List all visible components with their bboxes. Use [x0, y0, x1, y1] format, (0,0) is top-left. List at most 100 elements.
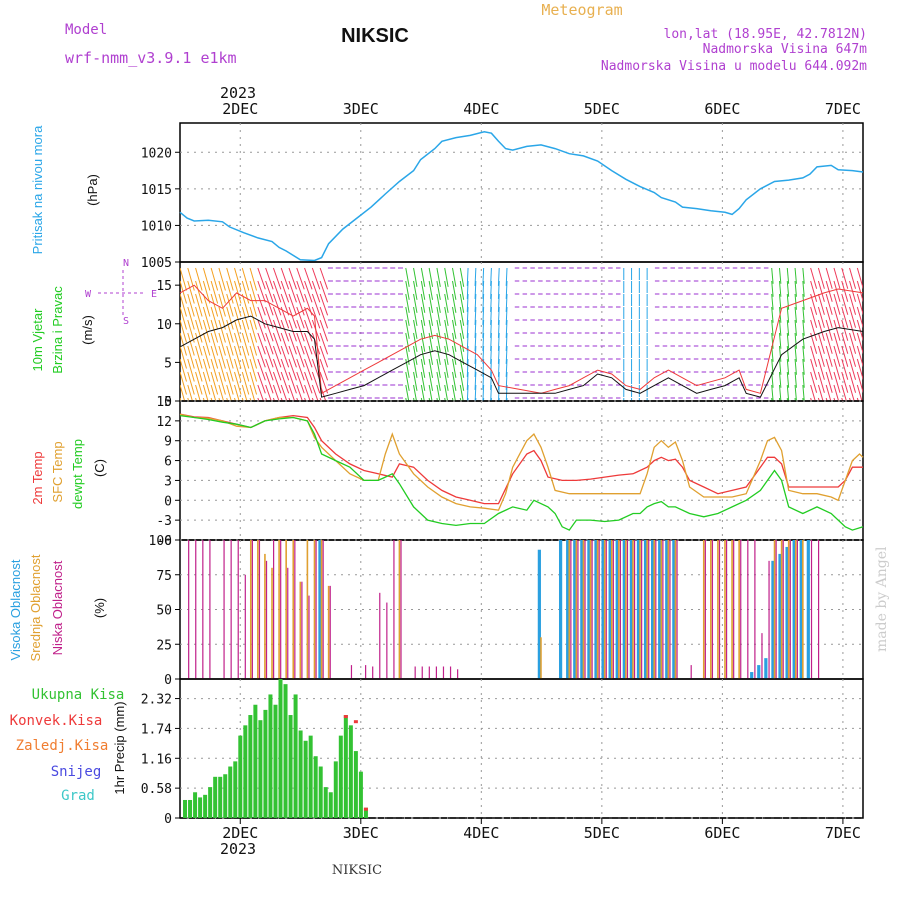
wind-barb	[195, 371, 203, 395]
wind-barb	[195, 306, 203, 330]
precip-bar-total	[263, 709, 268, 818]
wind-barb	[195, 345, 203, 369]
cloud-bar-low	[435, 666, 437, 679]
wind-barb	[218, 306, 226, 330]
wind-barb	[420, 306, 426, 326]
precip-bar-total	[358, 771, 363, 818]
wind-barb	[505, 319, 508, 338]
wind-barb	[296, 280, 305, 303]
wind-barb	[474, 345, 477, 364]
cloud-bar-low	[379, 592, 381, 679]
wind-barb	[786, 384, 790, 401]
wind-barb	[825, 358, 833, 380]
wind-barb	[490, 306, 492, 325]
wind-barb	[304, 384, 311, 401]
wind-barb	[210, 358, 219, 382]
wind-barb	[490, 345, 492, 364]
wind-barb	[786, 358, 790, 375]
wind-barb	[497, 293, 500, 312]
precip-legend-item: Konvek.Kisa	[10, 713, 103, 729]
wind-barb	[304, 345, 313, 368]
cloud-bar-high	[799, 540, 803, 679]
cloud-bar-low	[725, 540, 728, 679]
wind-barb	[497, 319, 500, 338]
wind-barb	[833, 280, 841, 302]
wind-barb	[234, 267, 242, 291]
cloud-bar-mid	[271, 567, 273, 679]
wind-barb	[841, 358, 849, 380]
cloud-bar-mid	[568, 540, 571, 679]
wind-barb	[210, 332, 219, 356]
model-name: wrf-nmm_v3.9.1 e1km	[65, 49, 237, 67]
y-tick-label: 10	[156, 318, 172, 333]
cloud-bar-low	[393, 540, 395, 679]
wind-barb	[296, 384, 303, 401]
wind-barb	[234, 345, 242, 369]
cloud-bar-low	[386, 602, 388, 679]
day-label-top: 3DEC	[343, 100, 379, 118]
wind-barb	[226, 293, 234, 317]
cloud-bar-mid	[787, 540, 790, 679]
cloud-bar-low	[280, 540, 282, 679]
precip-legend-item: Grad	[61, 788, 95, 804]
cloud-bar-low	[655, 540, 657, 679]
wind-barb	[226, 267, 234, 291]
wind-barb	[218, 384, 225, 401]
wind-barb	[474, 371, 477, 390]
wind-barb	[187, 371, 195, 395]
wind-barb	[319, 306, 329, 329]
wind-barb	[265, 371, 274, 394]
wind-barb	[304, 306, 313, 329]
wind-barb	[257, 306, 266, 329]
wind-barb	[474, 358, 477, 377]
cloud-bar-mid	[610, 540, 613, 679]
wind-barb	[187, 306, 195, 330]
wind-barb	[436, 358, 441, 378]
wind-barb	[265, 319, 274, 342]
cloud-bar-low	[598, 540, 600, 679]
y-tick-label: 1.74	[141, 722, 172, 737]
wind-barb	[296, 306, 305, 329]
wind-barb	[466, 280, 469, 299]
model-elevation-label: Nadmorska Visina u modelu 644.092m	[601, 59, 867, 74]
wind-barb	[452, 319, 457, 339]
compass-w: W	[85, 289, 92, 300]
cloud-bar-mid	[802, 540, 804, 679]
panel-frame	[179, 261, 864, 402]
wind-barb	[428, 306, 434, 326]
wind-barb	[265, 306, 274, 329]
wind-barb	[833, 358, 841, 380]
cloud-bar-low	[605, 540, 607, 679]
wind-barb	[497, 267, 500, 286]
wind-barb	[420, 293, 426, 313]
wind-barb	[234, 319, 242, 343]
wind-barb	[319, 267, 329, 290]
compass-e: E	[151, 289, 157, 300]
wind-barb	[311, 293, 321, 316]
wind-barb	[810, 319, 818, 341]
cloud-bar-low	[676, 540, 678, 679]
wind-barb	[436, 319, 441, 339]
wind-barb	[180, 319, 187, 343]
wind-barb	[226, 384, 232, 401]
wind-barb	[218, 371, 226, 395]
cloud-bar-mid	[327, 585, 330, 679]
wind-barb	[187, 345, 195, 369]
wind-barb	[497, 371, 500, 390]
panel-temperature: -6 -3 0 3 6 9 12 15	[156, 395, 864, 549]
cloud-bar-high	[750, 672, 754, 679]
wind-barb	[505, 358, 508, 377]
cloud-bar-low	[754, 540, 756, 679]
wind-barb	[241, 306, 250, 330]
wind-barb	[436, 345, 441, 365]
wind-barb	[444, 345, 449, 365]
wind-barb	[444, 267, 449, 287]
cloud-bar-low	[308, 595, 310, 679]
wind-barb	[218, 267, 226, 291]
dewpoint-line	[179, 414, 864, 531]
wind-barb	[296, 345, 305, 368]
cloud-bar-high	[608, 540, 612, 679]
cloud-bar-low	[294, 540, 296, 679]
wind-barb	[304, 267, 313, 290]
wind-barb	[841, 345, 849, 367]
